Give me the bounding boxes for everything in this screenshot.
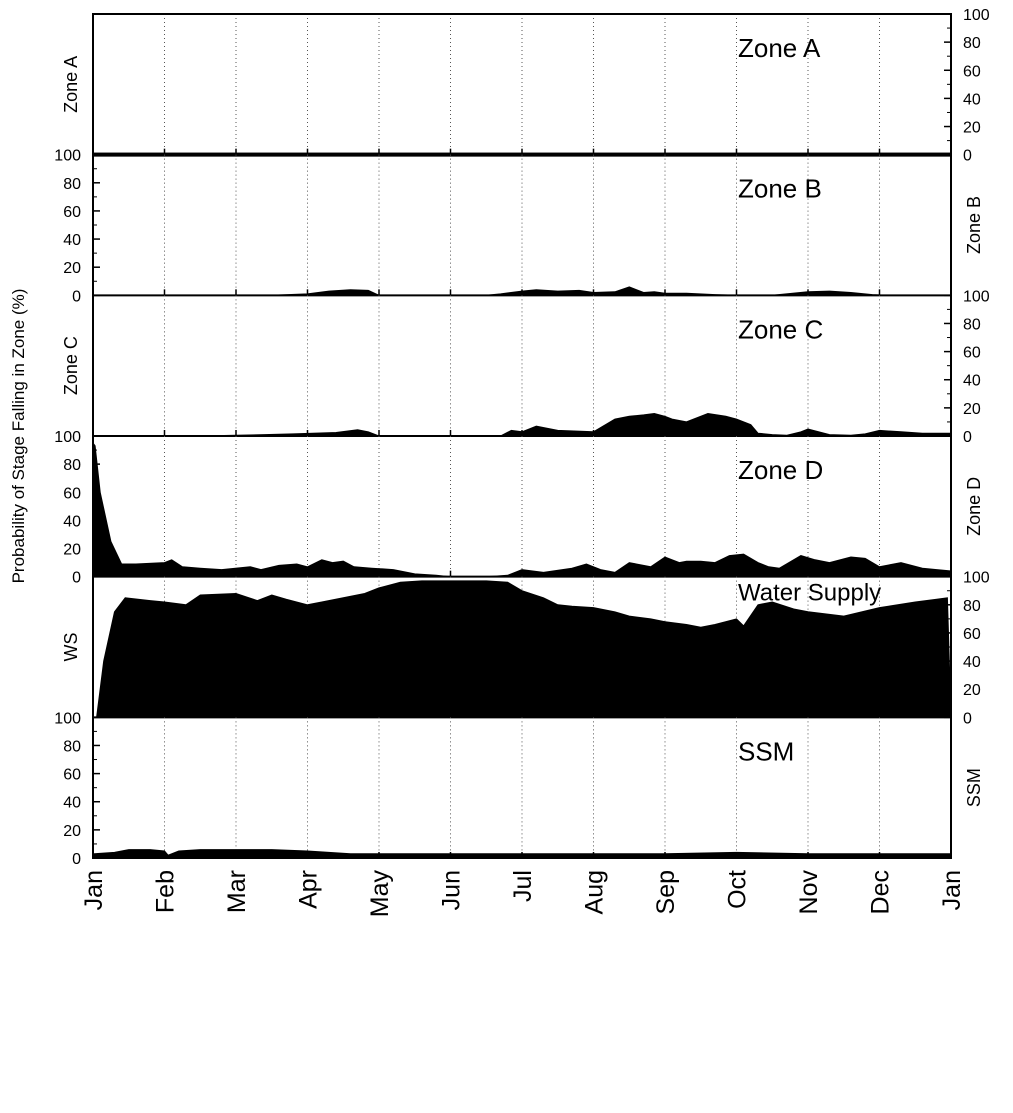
y-tick-label: 20 — [63, 542, 81, 559]
y-tick-label: 100 — [54, 710, 81, 727]
panel-title: Water Supply — [738, 580, 881, 607]
left-panel-label: WS — [61, 633, 81, 662]
y-tick-label: 100 — [963, 570, 990, 587]
y-tick-label: 80 — [63, 738, 81, 755]
y-tick-label: 40 — [963, 654, 981, 671]
month-labels: Jan Feb Mar Apr May Jun Jul Aug Sep Oct Nov Dec Jan — [80, 870, 966, 918]
panel-title: Zone B — [738, 174, 822, 204]
y-tick-label: 20 — [963, 682, 981, 699]
month-label: Oct — [724, 870, 752, 909]
right-panel-label: SSM — [964, 768, 984, 807]
panel-title: Zone A — [738, 33, 821, 63]
area-series — [93, 580, 952, 718]
panel-title: Zone D — [738, 455, 823, 485]
y-tick-label: 0 — [963, 429, 972, 446]
month-label: Jul — [509, 870, 537, 902]
month-label: Jun — [438, 870, 466, 910]
y-tick-label: 20 — [963, 120, 981, 137]
month-label: Mar — [223, 870, 251, 913]
month-label: Sep — [652, 870, 680, 914]
y-tick-label: 40 — [963, 373, 981, 390]
panel-title: Zone C — [738, 314, 823, 344]
y-tick-label: 100 — [963, 288, 990, 305]
y-tick-label: 100 — [54, 148, 81, 165]
month-label: Feb — [152, 870, 180, 913]
month-label: Aug — [581, 870, 609, 914]
panels: 0 20 40 60 80 100 Zone A Zone A 0 20 40 60 80 100 Zone… — [54, 7, 990, 868]
y-axis-label: Probability of Stage Falling in Zone (%) — [9, 289, 28, 584]
month-label: Apr — [295, 870, 323, 909]
y-tick-label: 0 — [72, 570, 81, 587]
panel-ssm: 0 20 40 60 80 100 SSM SSM — [54, 710, 984, 868]
month-label: May — [366, 870, 394, 918]
panel-title: SSM — [738, 736, 794, 766]
y-tick-label: 0 — [72, 288, 81, 305]
y-tick-label: 60 — [963, 345, 981, 362]
panel-zone-c: 0 20 40 60 80 100 Zone C Zone C — [61, 288, 990, 446]
y-tick-label: 80 — [963, 35, 981, 52]
y-tick-label: 0 — [963, 148, 972, 165]
y-tick-label: 60 — [963, 626, 981, 643]
y-tick-label: 40 — [63, 232, 81, 249]
panel-zone-b: 0 20 40 60 80 100 Zone B Zone B — [54, 148, 984, 306]
panel-water-supply: 0 20 40 60 80 100 Water Supply WS — [61, 570, 990, 728]
y-tick-label: 80 — [63, 176, 81, 193]
y-tick-label: 80 — [63, 457, 81, 474]
y-tick-label: 100 — [963, 7, 990, 24]
panel-zone-a: 0 20 40 60 80 100 Zone A Zone A — [61, 7, 990, 165]
y-tick-label: 20 — [63, 260, 81, 277]
y-tick-label: 80 — [963, 598, 981, 615]
y-tick-label: 40 — [63, 795, 81, 812]
left-panel-label: Zone C — [61, 336, 81, 395]
right-panel-label: Zone D — [964, 477, 984, 536]
right-panel-label: Zone B — [964, 196, 984, 254]
area-series — [92, 441, 952, 578]
y-tick-label: 40 — [963, 91, 981, 108]
y-tick-label: 80 — [963, 316, 981, 333]
y-tick-label: 0 — [963, 710, 972, 727]
month-label: Nov — [795, 870, 823, 915]
month-label: Dec — [867, 870, 895, 914]
month-label: Jan — [938, 870, 966, 910]
y-tick-label: 60 — [63, 767, 81, 784]
y-tick-label: 20 — [63, 823, 81, 840]
y-tick-label: 40 — [63, 513, 81, 530]
y-tick-label: 20 — [963, 401, 981, 418]
y-tick-label: 100 — [54, 429, 81, 446]
month-label: Jan — [80, 870, 108, 910]
left-panel-label: Zone A — [61, 56, 81, 113]
y-tick-label: 60 — [63, 204, 81, 221]
plot-frame — [92, 13, 952, 859]
y-tick-label: 60 — [63, 485, 81, 502]
y-tick-label: 60 — [963, 63, 981, 80]
y-tick-label: 0 — [72, 851, 81, 868]
panel-zone-d: 0 20 40 60 80 100 Zone D Zone D — [54, 429, 984, 587]
